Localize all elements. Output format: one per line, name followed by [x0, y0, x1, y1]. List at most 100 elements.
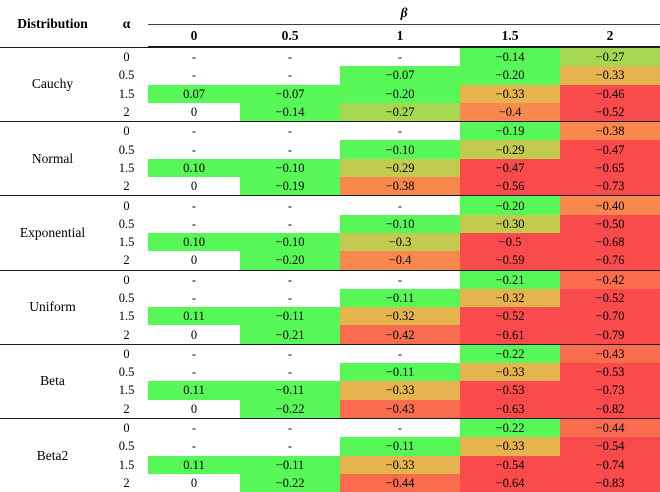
column-header-alpha: α: [122, 16, 131, 32]
value-cell: -: [340, 417, 460, 438]
alpha-value: 2: [123, 253, 130, 268]
alpha-value: 1.5: [118, 457, 135, 472]
value-cell: -: [240, 417, 340, 438]
value-cell: -: [340, 343, 460, 364]
value-cell: −0.19: [240, 177, 340, 196]
value-cell: −0.76: [560, 251, 660, 271]
value-cell: -: [148, 343, 240, 364]
value-cell: 0.11: [148, 381, 240, 400]
table-row: 2 0 −0.14 −0.27 −0.4 −0.52: [0, 102, 660, 122]
value-cell: −0.4: [340, 251, 460, 271]
value-cell: 0: [148, 251, 240, 271]
table-row: 1.5 0.11 −0.11 −0.33 −0.54 −0.74: [0, 455, 660, 474]
value-cell: −0.44: [340, 473, 460, 492]
table-row: Beta2 0- - - −0.22 −0.44: [0, 417, 660, 492]
value-cell: 0: [148, 177, 240, 196]
value-cell: -: [240, 343, 340, 364]
value-cell: −0.11: [340, 437, 460, 456]
value-cell: −0.32: [340, 307, 460, 326]
table-row: 0.5- - −0.11 −0.33 −0.54: [0, 437, 660, 456]
value-cell: -: [240, 363, 340, 382]
value-cell: -: [240, 437, 340, 456]
value-cell: −0.10: [340, 214, 460, 233]
alpha-value: 0.5: [118, 142, 135, 157]
value-cell: −0.32: [460, 288, 560, 308]
value-cell: −0.64: [460, 473, 560, 492]
value-cell: −0.22: [460, 343, 560, 364]
value-cell: -: [148, 363, 240, 382]
value-cell: −0.27: [560, 46, 660, 67]
alpha-value: 0.5: [118, 291, 135, 305]
value-cell: −0.4: [460, 102, 560, 122]
value-cell: −0.83: [560, 473, 660, 492]
value-cell: −0.11: [240, 307, 340, 326]
value-cell: 0.11: [148, 307, 240, 326]
value-cell: −0.52: [460, 307, 560, 326]
value-cell: −0.42: [340, 325, 460, 345]
value-cell: -: [240, 66, 340, 85]
table-row: 2 0 −0.19 −0.38 −0.56 −0.73: [0, 177, 660, 196]
value-cell: −0.10: [240, 158, 340, 178]
alpha-value: 2: [123, 327, 130, 342]
value-cell: −0.63: [460, 399, 560, 419]
table-row: 1.5 0.11 −0.11 −0.32 −0.52 −0.70: [0, 307, 660, 326]
alpha-value: 0: [105, 417, 148, 438]
value-cell: −0.19: [460, 121, 560, 141]
value-cell: −0.29: [460, 140, 560, 159]
value-cell: −0.53: [460, 381, 560, 400]
value-cell: −0.82: [560, 399, 660, 419]
beta-value-header: 1.5: [460, 24, 560, 48]
alpha-value: 0.5: [118, 68, 135, 83]
value-cell: 0: [148, 325, 240, 345]
value-cell: −0.53: [560, 363, 660, 382]
value-cell: -: [240, 288, 340, 308]
alpha-value: 0: [105, 269, 148, 289]
value-cell: −0.70: [560, 307, 660, 326]
value-cell: −0.33: [560, 66, 660, 85]
value-cell: −0.07: [340, 66, 460, 85]
column-header-distribution: Distribution: [17, 16, 88, 32]
value-cell: 0.10: [148, 158, 240, 178]
distribution-label: Beta: [0, 343, 105, 419]
alpha-value: 2: [123, 179, 130, 194]
value-cell: -: [240, 121, 340, 141]
table-row: Beta 0- - - −0.22 −0.43: [0, 343, 660, 419]
value-cell: -: [340, 121, 460, 141]
column-group-header-beta: β: [148, 2, 660, 25]
table-row: Uniform 0- - - −0.21 −0.42: [0, 269, 660, 345]
table-row: 0.5- - −0.07 −0.20 −0.33: [0, 66, 660, 85]
beta-value-header: 1: [340, 24, 460, 48]
value-cell: −0.11: [240, 455, 340, 474]
value-cell: −0.52: [560, 102, 660, 122]
value-cell: −0.11: [340, 288, 460, 308]
value-cell: −0.10: [340, 140, 460, 159]
value-cell: −0.29: [340, 158, 460, 178]
value-cell: −0.59: [460, 251, 560, 271]
value-cell: −0.11: [340, 363, 460, 382]
distribution-label: Exponential: [0, 195, 105, 271]
value-cell: −0.54: [560, 437, 660, 456]
value-cell: -: [148, 46, 240, 67]
table-row: 0.5- - −0.11 −0.33 −0.53: [0, 363, 660, 382]
table-row: Cauchy 0- - - −0.14 −0.27: [0, 46, 660, 122]
value-cell: -: [148, 121, 240, 141]
value-cell: −0.47: [460, 158, 560, 178]
value-cell: -: [340, 269, 460, 289]
value-cell: −0.52: [560, 288, 660, 308]
value-cell: −0.3: [340, 232, 460, 252]
table-row: 0.5- - −0.10 −0.30 −0.50: [0, 214, 660, 233]
value-cell: -: [240, 140, 340, 159]
value-cell: -: [148, 269, 240, 289]
value-cell: −0.44: [560, 417, 660, 438]
value-cell: −0.43: [560, 343, 660, 364]
table-row: 0.5- - −0.10 −0.29 −0.47: [0, 140, 660, 159]
table-row: 1.5 0.11 −0.11 −0.33 −0.53 −0.73: [0, 381, 660, 400]
table-row: 1.5 0.10 −0.10 −0.3 −0.5 −0.68: [0, 232, 660, 252]
value-cell: −0.33: [460, 363, 560, 382]
alpha-value: 0.5: [118, 365, 135, 380]
value-cell: −0.5: [460, 232, 560, 252]
value-cell: −0.73: [560, 381, 660, 400]
value-cell: −0.38: [340, 177, 460, 196]
value-cell: −0.20: [340, 84, 460, 103]
